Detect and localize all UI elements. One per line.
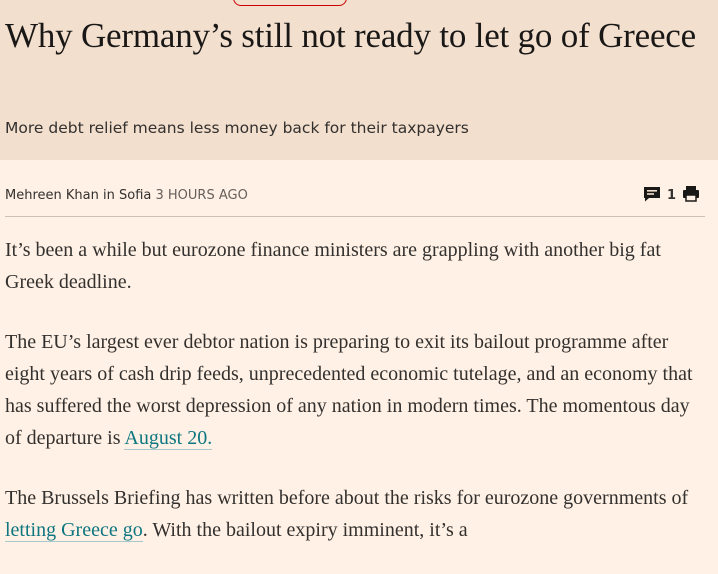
byline-location: in Sofia (103, 188, 152, 203)
divider (5, 216, 705, 217)
article-standfirst: More debt relief means less money back f… (5, 119, 469, 137)
topic-tag-pill[interactable] (233, 0, 347, 6)
author-link[interactable]: Mehreen Khan (5, 188, 99, 203)
paragraph-text: It’s been a while but eurozone finance m… (5, 239, 661, 293)
august-20-link[interactable]: August 20. (124, 427, 213, 450)
article-header (0, 0, 718, 160)
paragraph-text: The EU’s largest ever debtor nation is p… (5, 331, 693, 449)
byline: Mehreen Khan in Sofia 3 HOURS AGO (5, 188, 248, 203)
publish-time: 3 HOURS AGO (155, 188, 248, 203)
paragraph-text: The Brussels Briefing has written before… (5, 487, 689, 509)
article-body: It’s been a while but eurozone finance m… (5, 234, 710, 574)
letting-greece-go-link[interactable]: letting Greece go (5, 519, 143, 542)
article-headline: Why Germany’s still not ready to let go … (5, 16, 696, 55)
comments-count[interactable]: 1 (666, 188, 676, 203)
paragraph-3: The Brussels Briefing has written before… (5, 482, 710, 546)
article-tools: 1 (643, 185, 700, 206)
paragraph-1: It’s been a while but eurozone finance m… (5, 234, 710, 298)
paragraph-2: The EU’s largest ever debtor nation is p… (5, 326, 710, 454)
paragraph-text: . With the bailout expiry imminent, it’s… (142, 519, 468, 541)
comment-icon[interactable] (643, 186, 661, 206)
print-icon[interactable] (682, 185, 700, 206)
